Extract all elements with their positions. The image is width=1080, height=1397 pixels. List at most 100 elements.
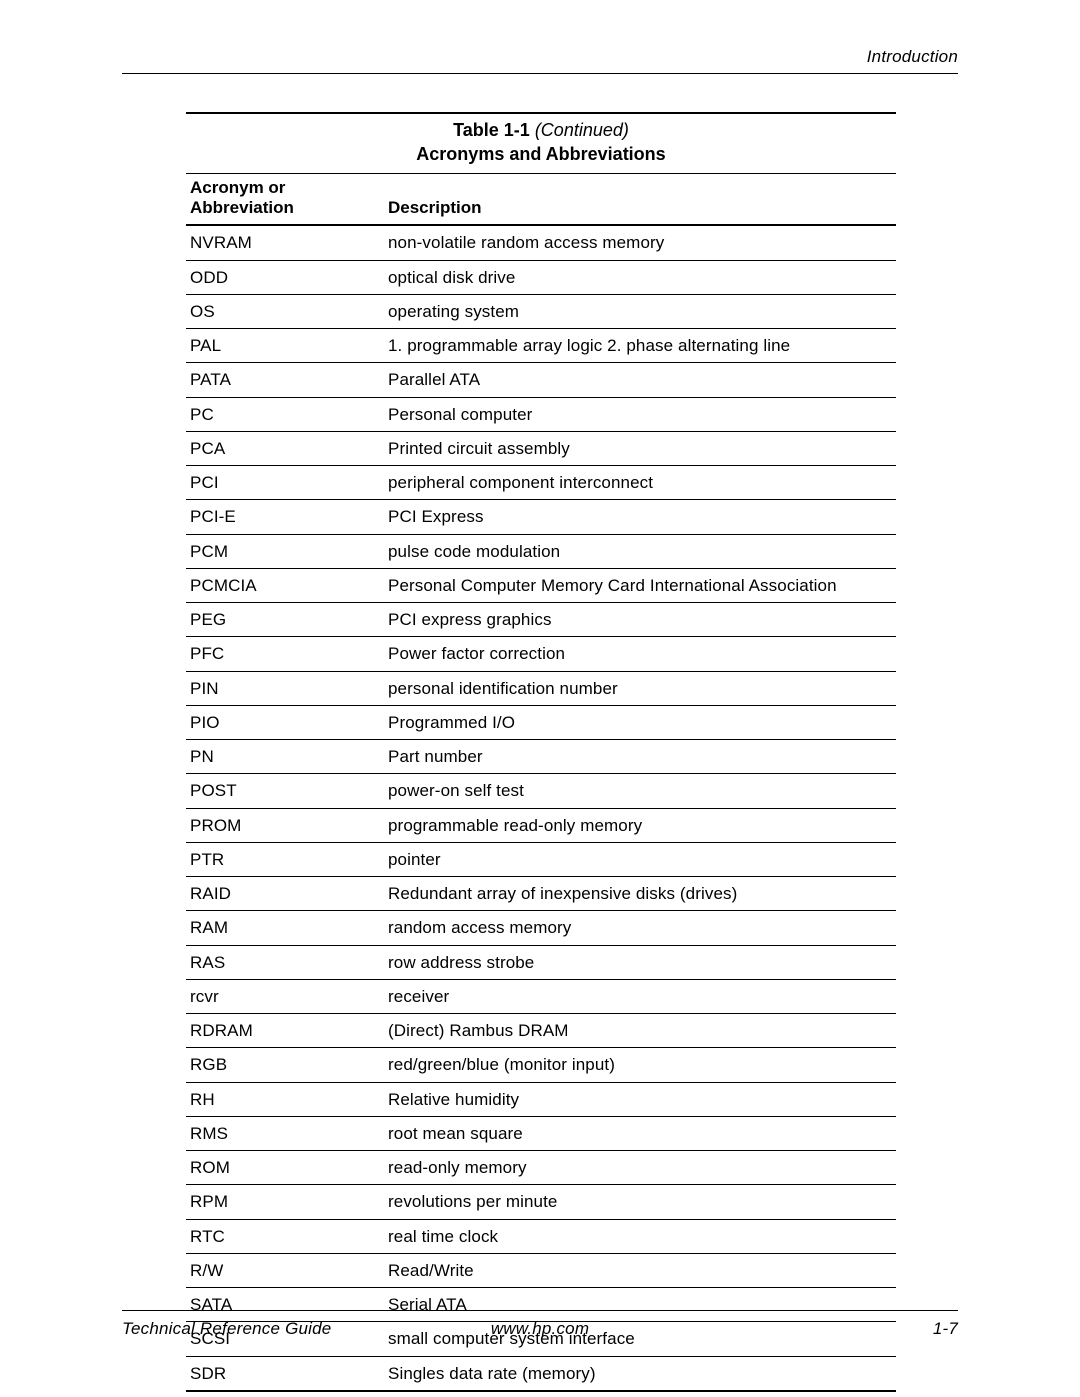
cell-description: Relative humidity [384,1082,896,1116]
table-row: RDRAM(Direct) Rambus DRAM [186,1014,896,1048]
cell-description: operating system [384,294,896,328]
table-row: PCMpulse code modulation [186,534,896,568]
footer-right: 1-7 [933,1319,958,1339]
cell-acronym: RGB [186,1048,384,1082]
cell-description: Redundant array of inexpensive disks (dr… [384,877,896,911]
cell-acronym: PFC [186,637,384,671]
cell-acronym: OS [186,294,384,328]
cell-acronym: PROM [186,808,384,842]
table-row: RAMrandom access memory [186,911,896,945]
table-caption: Table 1-1 (Continued) Acronyms and Abbre… [186,112,896,173]
cell-acronym: PEG [186,603,384,637]
table-row: R/WRead/Write [186,1253,896,1287]
cell-acronym: POST [186,774,384,808]
cell-description: random access memory [384,911,896,945]
cell-acronym: PC [186,397,384,431]
cell-acronym: PCMCIA [186,568,384,602]
cell-acronym: PTR [186,842,384,876]
cell-description: optical disk drive [384,260,896,294]
table-row: RTCreal time clock [186,1219,896,1253]
cell-acronym: PCI [186,466,384,500]
cell-acronym: ODD [186,260,384,294]
table-wrapper: Table 1-1 (Continued) Acronyms and Abbre… [186,112,896,1392]
caption-continued: (Continued) [530,120,629,140]
table-row: PIOProgrammed I/O [186,705,896,739]
cell-description: read-only memory [384,1151,896,1185]
cell-description: personal identification number [384,671,896,705]
cell-acronym: PCA [186,431,384,465]
cell-acronym: NVRAM [186,225,384,260]
cell-description: row address strobe [384,945,896,979]
cell-description: red/green/blue (monitor input) [384,1048,896,1082]
cell-description: pointer [384,842,896,876]
cell-description: receiver [384,979,896,1013]
cell-description: Read/Write [384,1253,896,1287]
cell-acronym: PAL [186,329,384,363]
col-header-acronym: Acronym or Abbreviation [186,173,384,225]
cell-acronym: PATA [186,363,384,397]
cell-description: root mean square [384,1116,896,1150]
table-row: RAIDRedundant array of inexpensive disks… [186,877,896,911]
running-head: Introduction [122,47,958,74]
cell-description: Programmed I/O [384,705,896,739]
table-row: PNPart number [186,740,896,774]
table-row: PAL1. programmable array logic 2. phase … [186,329,896,363]
col-header-text: Description [388,198,482,217]
cell-acronym: PN [186,740,384,774]
cell-description: programmable read-only memory [384,808,896,842]
table-row: ROMread-only memory [186,1151,896,1185]
cell-description: Personal Computer Memory Card Internatio… [384,568,896,602]
table-row: PFCPower factor correction [186,637,896,671]
cell-description: peripheral component interconnect [384,466,896,500]
table-row: PCI-EPCI Express [186,500,896,534]
cell-acronym: PCI-E [186,500,384,534]
page-content: Introduction Table 1-1 (Continued) Acron… [122,47,958,1392]
table-row: RGBred/green/blue (monitor input) [186,1048,896,1082]
table-row: OSoperating system [186,294,896,328]
table-row: ODDoptical disk drive [186,260,896,294]
caption-label: Table 1-1 [453,120,530,140]
cell-acronym: RAM [186,911,384,945]
acronyms-table: Acronym or Abbreviation Description NVRA… [186,173,896,1392]
table-header-row: Acronym or Abbreviation Description [186,173,896,225]
cell-acronym: RAS [186,945,384,979]
cell-description: revolutions per minute [384,1185,896,1219]
cell-description: Part number [384,740,896,774]
page-footer: www.hp.com Technical Reference Guide 1-7 [122,1310,958,1339]
cell-acronym: ROM [186,1151,384,1185]
table-row: rcvrreceiver [186,979,896,1013]
table-row: POSTpower-on self test [186,774,896,808]
cell-acronym: rcvr [186,979,384,1013]
cell-description: (Direct) Rambus DRAM [384,1014,896,1048]
col-header-text: Acronym or [190,178,285,197]
table-row: SDRSingles data rate (memory) [186,1356,896,1391]
cell-acronym: R/W [186,1253,384,1287]
col-header-text: Abbreviation [190,198,294,217]
cell-acronym: RPM [186,1185,384,1219]
footer-left: Technical Reference Guide [122,1319,331,1339]
cell-acronym: RDRAM [186,1014,384,1048]
table-row: RMSroot mean square [186,1116,896,1150]
table-body: NVRAMnon-volatile random access memoryOD… [186,225,896,1391]
col-header-description: Description [384,173,896,225]
cell-acronym: PCM [186,534,384,568]
cell-description: PCI Express [384,500,896,534]
cell-acronym: PIO [186,705,384,739]
table-row: RASrow address strobe [186,945,896,979]
table-row: PCIperipheral component interconnect [186,466,896,500]
cell-description: Personal computer [384,397,896,431]
cell-description: power-on self test [384,774,896,808]
table-row: PINpersonal identification number [186,671,896,705]
cell-description: real time clock [384,1219,896,1253]
table-row: PATAParallel ATA [186,363,896,397]
table-row: PROMprogrammable read-only memory [186,808,896,842]
cell-acronym: RTC [186,1219,384,1253]
cell-acronym: SDR [186,1356,384,1391]
cell-description: Power factor correction [384,637,896,671]
cell-description: 1. programmable array logic 2. phase alt… [384,329,896,363]
caption-subtitle: Acronyms and Abbreviations [186,142,896,166]
cell-description: Singles data rate (memory) [384,1356,896,1391]
cell-description: Parallel ATA [384,363,896,397]
cell-acronym: RMS [186,1116,384,1150]
table-row: NVRAMnon-volatile random access memory [186,225,896,260]
